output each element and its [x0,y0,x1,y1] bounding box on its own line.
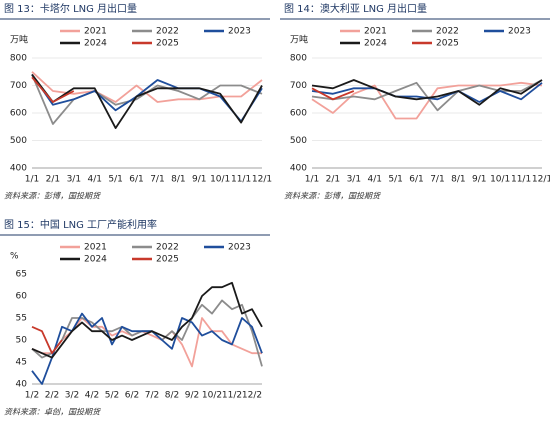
source: 资料来源：卓创，国投期货 [4,408,101,417]
series-line [311,79,543,106]
caption: 图 13：卡塔尔 LNG 月出口量 [4,2,137,15]
y-tick-label: 700 [290,81,307,91]
x-tick-label: 11/1 [511,175,531,185]
series-line [31,73,263,129]
x-tick-label: 3/1 [347,175,361,185]
series-line [31,281,263,359]
series-line [31,76,75,103]
y-tick-label: 500 [290,136,307,146]
y-axis-label: 万吨 [10,34,28,46]
series-line [311,87,355,101]
x-tick-label: 3/1 [67,175,81,185]
x-tick-label: 5/1 [388,175,402,185]
y-axis-label: % [10,252,19,262]
x-tick-label: 3/2 [65,391,79,401]
legend-label: 2023 [228,27,251,37]
x-tick-label: 12/2 [242,391,262,401]
series-line [311,79,543,112]
legend-label: 2021 [364,27,387,37]
x-tick-label: 9/1 [472,175,486,185]
y-tick-label: 400 [10,164,27,174]
y-tick-label: 60 [16,292,28,302]
x-tick-label: 10/2 [202,391,222,401]
legend-label: 2024 [364,39,387,49]
legend-label: 2024 [84,39,107,49]
series-line [31,325,63,355]
y-tick-label: 400 [290,164,307,174]
y-tick-label: 45 [16,358,27,368]
x-tick-label: 8/1 [171,175,185,185]
y-tick-label: 65 [16,270,27,280]
x-tick-label: 6/1 [409,175,423,185]
y-tick-label: 600 [290,109,307,119]
series-line [31,312,263,385]
y-tick-label: 55 [16,314,27,324]
x-tick-label: 5/2 [105,391,119,401]
x-tick-label: 7/2 [145,391,159,401]
x-tick-label: 12/1 [252,175,272,185]
x-tick-label: 6/2 [125,391,139,401]
series-line [31,74,263,125]
caption: 图 14：澳大利亚 LNG 月出口量 [284,2,427,15]
x-tick-label: 1/1 [305,175,319,185]
x-tick-label: 9/2 [185,391,199,401]
y-tick-label: 40 [16,380,28,390]
y-tick-label: 800 [10,54,27,64]
x-tick-label: 1/1 [25,175,39,185]
legend-label: 2021 [84,243,107,253]
legend-label: 2022 [156,27,179,37]
y-tick-label: 50 [16,336,28,346]
x-tick-label: 1/2 [25,391,39,401]
legend-label: 2022 [156,243,179,253]
x-tick-label: 8/1 [451,175,465,185]
legend-label: 2022 [436,27,459,37]
x-tick-label: 11/1 [231,175,251,185]
y-tick-label: 800 [290,54,307,64]
series-line [31,71,263,103]
x-tick-label: 5/1 [108,175,122,185]
source: 资料来源：彭博，国投期货 [284,192,381,201]
x-tick-label: 12/1 [532,175,550,185]
legend-label: 2021 [84,27,107,37]
x-tick-label: 2/2 [45,391,59,401]
legend-label: 2024 [84,255,107,265]
y-tick-label: 600 [10,109,27,119]
x-tick-label: 10/1 [210,175,230,185]
caption: 图 15：中国 LNG 工厂产能利用率 [4,218,157,231]
y-axis-label: 万吨 [290,34,308,46]
series-line [31,73,263,123]
x-tick-label: 4/2 [85,391,99,401]
legend-label: 2025 [156,39,179,49]
x-tick-label: 7/1 [430,175,444,185]
x-tick-label: 8/2 [165,391,179,401]
x-tick-label: 9/1 [192,175,206,185]
x-tick-label: 4/1 [367,175,381,185]
y-tick-label: 700 [10,81,27,91]
legend-label: 2025 [156,255,179,265]
x-tick-label: 6/1 [129,175,143,185]
legend-label: 2025 [436,39,459,49]
legend-label: 2023 [508,27,531,37]
x-tick-label: 7/1 [150,175,164,185]
y-tick-label: 500 [10,136,27,146]
x-tick-label: 2/1 [326,175,340,185]
x-tick-label: 2/1 [46,175,60,185]
x-tick-label: 10/1 [490,175,510,185]
source: 资料来源：彭博，国投期货 [4,192,101,201]
x-tick-label: 11/2 [222,391,242,401]
x-tick-label: 4/1 [87,175,101,185]
legend-label: 2023 [228,243,251,253]
